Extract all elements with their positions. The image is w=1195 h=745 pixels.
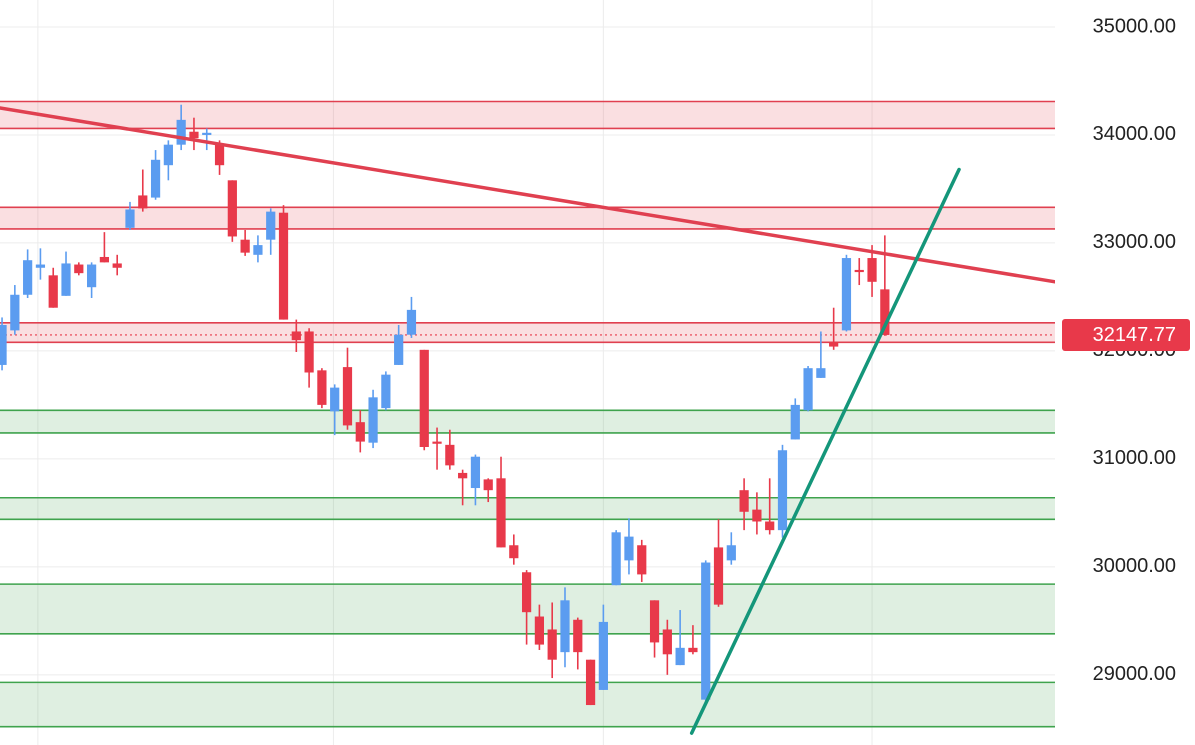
candle-body — [649, 600, 660, 643]
candle-body — [560, 600, 570, 653]
zone-fill — [0, 101, 1055, 129]
candle-body — [829, 342, 839, 347]
candle-body — [317, 370, 327, 405]
candle-body — [534, 616, 545, 645]
last-price-label: 32147.77 — [1093, 324, 1176, 346]
y-tick-label: 29000.00 — [1093, 663, 1176, 685]
candle-body — [10, 294, 20, 331]
candle-body — [227, 180, 237, 237]
candle-body — [176, 119, 186, 145]
candle-body — [752, 509, 762, 522]
trend-line — [689, 167, 961, 735]
y-tick-label: 35000.00 — [1093, 15, 1176, 37]
last-price-tag — [1062, 318, 1190, 351]
candle-body — [624, 536, 634, 561]
candle-body — [86, 264, 97, 288]
candle-body — [675, 647, 685, 666]
candle-body — [406, 309, 417, 335]
candle-body — [816, 368, 826, 378]
candle-body — [342, 367, 353, 426]
candle-body — [23, 260, 33, 295]
candle-body — [777, 450, 788, 531]
candle-body — [419, 349, 429, 447]
candle-body — [138, 195, 148, 209]
candle-body — [611, 532, 621, 586]
candle-body — [713, 547, 724, 605]
candle-body — [598, 621, 608, 690]
candle-body — [880, 289, 890, 335]
candle-body — [112, 263, 122, 268]
y-tick-label: 30000.00 — [1093, 555, 1176, 577]
candle-body — [726, 545, 736, 561]
zone-fill — [0, 497, 1055, 520]
candle-body — [35, 264, 46, 268]
candle-body — [163, 144, 173, 166]
candle-body — [854, 269, 864, 273]
y-tick-label: 34000.00 — [1093, 123, 1176, 145]
candle-body — [189, 131, 199, 139]
candle-body — [458, 472, 468, 479]
candle-body — [841, 258, 852, 331]
axis-panel — [1055, 0, 1195, 745]
candle-body — [61, 263, 71, 296]
candle-body — [240, 239, 250, 253]
candle-body — [521, 572, 532, 613]
candle-body — [547, 629, 557, 660]
candle-body — [381, 374, 391, 409]
candle-body — [214, 144, 225, 166]
candle-body — [330, 387, 340, 412]
y-tick-label: 33000.00 — [1093, 231, 1176, 253]
candle-body — [0, 324, 7, 365]
candle-body — [74, 264, 84, 274]
y-tick-label: 31000.00 — [1093, 447, 1176, 469]
candle-body — [394, 334, 404, 365]
candle-body — [253, 245, 263, 255]
candle-body — [278, 212, 289, 320]
candle-body — [432, 441, 442, 444]
candle-body — [637, 545, 647, 575]
candle-body — [496, 478, 506, 548]
candle-body — [291, 331, 301, 341]
candle-body — [470, 456, 481, 489]
candle-body — [790, 404, 800, 440]
zone-fill — [0, 322, 1055, 343]
candle-body — [688, 647, 698, 653]
candle-body — [483, 479, 493, 491]
candle-body — [765, 521, 775, 531]
candle-body — [150, 159, 161, 198]
candle-body — [867, 258, 877, 282]
zone-fill — [0, 207, 1055, 229]
candle-body — [125, 209, 135, 228]
candle-body — [662, 629, 672, 655]
candle-body — [202, 132, 212, 135]
candle-body — [739, 490, 749, 512]
trend-line — [0, 106, 1057, 284]
candle-body — [445, 444, 455, 466]
candle-body — [266, 211, 276, 240]
candle-body — [585, 659, 596, 706]
candle-body — [355, 422, 365, 442]
zone-fill — [0, 682, 1055, 727]
zone-fill — [0, 410, 1055, 433]
candle-body — [701, 562, 711, 700]
candle-body — [509, 545, 519, 559]
candle-body — [368, 397, 378, 443]
candle-body — [48, 275, 58, 308]
candle-body — [573, 619, 583, 653]
candle-body — [803, 368, 813, 411]
candle-body — [99, 256, 110, 263]
candle-body — [304, 331, 314, 373]
